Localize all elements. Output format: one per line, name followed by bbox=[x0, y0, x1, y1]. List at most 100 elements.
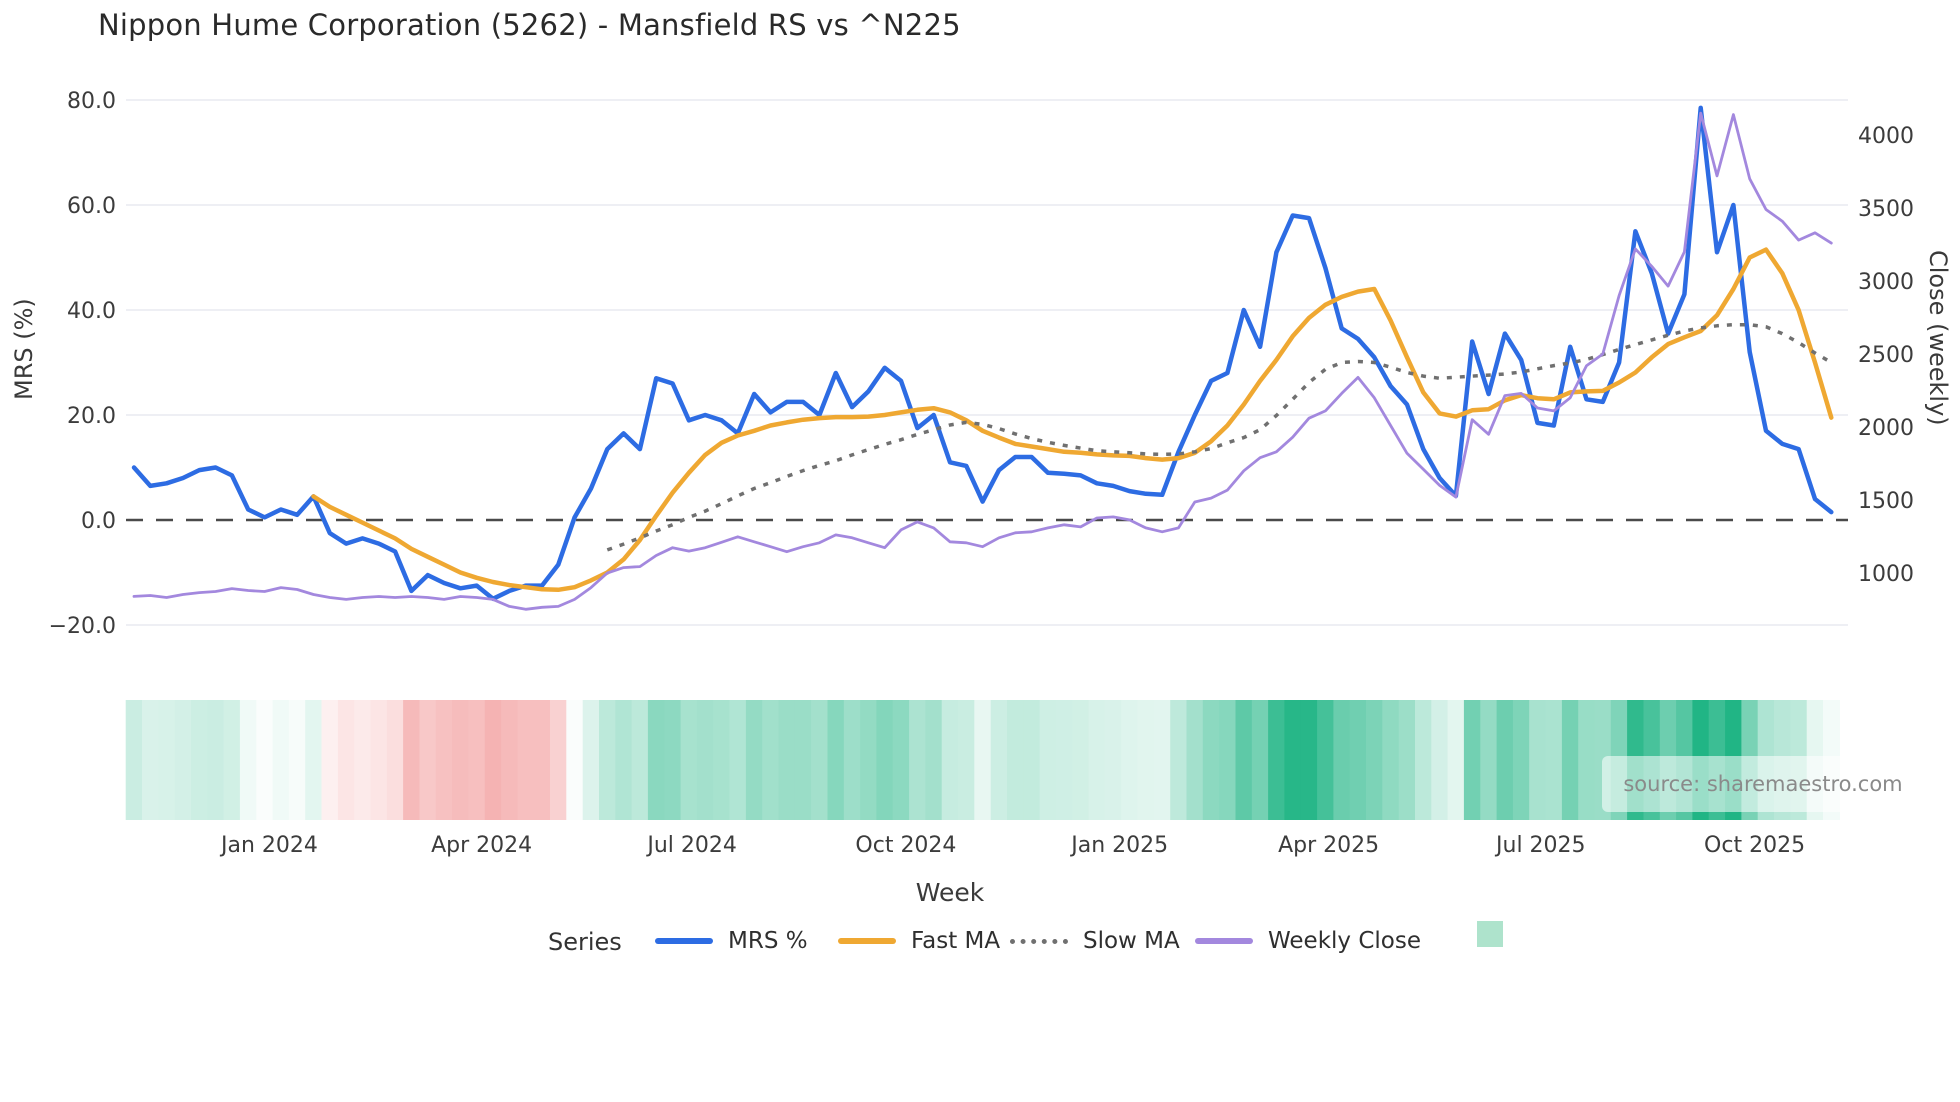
heatmap-cell bbox=[337, 700, 355, 820]
heatmap-cell bbox=[713, 700, 731, 820]
x-tick-label: Apr 2024 bbox=[431, 833, 532, 858]
heatmap-cell bbox=[1561, 700, 1579, 820]
heatmap-cell bbox=[158, 700, 176, 820]
heatmap-cell bbox=[1496, 700, 1514, 820]
weekly-close-line bbox=[132, 111, 1833, 611]
heatmap-cell bbox=[1007, 700, 1024, 820]
heatmap-cell bbox=[142, 700, 159, 820]
legend-item-weekly-close: Weekly Close bbox=[1195, 928, 1421, 954]
legend-title: Series bbox=[548, 928, 622, 956]
heatmap-cell bbox=[599, 700, 616, 820]
heatmap-cell bbox=[860, 700, 878, 820]
heatmap-cell bbox=[1366, 700, 1383, 820]
heatmap-cell bbox=[1137, 700, 1155, 820]
heatmap-cell bbox=[892, 700, 910, 820]
heatmap-cell bbox=[909, 700, 927, 820]
legend-item-label: Slow MA bbox=[1083, 928, 1180, 954]
heatmap-cell bbox=[762, 700, 780, 820]
y-right-tick-label: 4000 bbox=[1858, 124, 1914, 149]
heatmap-cell bbox=[1480, 700, 1498, 820]
heatmap-cell bbox=[1268, 700, 1286, 820]
heatmap-cell bbox=[582, 700, 600, 820]
y-right-tick-label: 3000 bbox=[1858, 270, 1914, 295]
heatmap-cell bbox=[239, 700, 257, 820]
heatmap-cell bbox=[1072, 700, 1090, 820]
source-watermark: source: sharemaestro.com bbox=[1602, 756, 1924, 812]
heatmap-cell bbox=[876, 700, 894, 820]
y-right-tick-label: 1000 bbox=[1858, 562, 1914, 587]
y-right-tick-label: 2500 bbox=[1858, 343, 1914, 368]
fast-ma-line-swatch-icon bbox=[838, 938, 896, 944]
heatmap-cell bbox=[550, 700, 567, 820]
heatmap-cell bbox=[696, 700, 714, 820]
mrs-line bbox=[131, 105, 1834, 602]
heatmap-cell bbox=[729, 700, 747, 820]
heatmap-cell bbox=[664, 700, 682, 820]
heatmap-cell bbox=[647, 700, 665, 820]
legend-item-mrs: MRS % bbox=[655, 928, 808, 954]
heatmap-cell bbox=[468, 700, 486, 820]
y-left-tick-label: 40.0 bbox=[67, 299, 116, 324]
heatmap-cell bbox=[1447, 700, 1465, 820]
heatmap-cell bbox=[1349, 700, 1367, 820]
heatmap-cell bbox=[174, 700, 192, 820]
heatmap-cell bbox=[1170, 700, 1188, 820]
heatmap-cell bbox=[1431, 700, 1449, 820]
slow-ma-dotted-swatch-icon bbox=[1010, 938, 1068, 944]
y-left-tick-label: −20.0 bbox=[49, 614, 116, 639]
x-tick-label: Jan 2025 bbox=[1069, 833, 1168, 858]
legend-item-label: MRS % bbox=[728, 928, 808, 954]
heatmap-cell bbox=[745, 700, 763, 820]
heatmap-cell bbox=[419, 700, 437, 820]
heatmap-cell bbox=[794, 700, 812, 820]
legend-item-label: Weekly Close bbox=[1268, 928, 1421, 954]
heatmap-cell bbox=[354, 700, 372, 820]
heatmap-cell bbox=[452, 700, 470, 820]
heatmap-cell bbox=[1333, 700, 1351, 820]
heatmap-cell bbox=[1415, 700, 1432, 820]
heatmap-cell bbox=[256, 700, 274, 820]
heatmap-cell bbox=[435, 700, 453, 820]
heatmap-cell bbox=[1512, 700, 1530, 820]
heatmap-cell bbox=[501, 700, 519, 820]
x-tick-label: Jul 2024 bbox=[645, 833, 737, 858]
y-left-tick-label: 20.0 bbox=[67, 404, 116, 429]
heatmap-cell bbox=[386, 700, 404, 820]
heatmap-cell bbox=[1398, 700, 1416, 820]
heatmap-cell bbox=[288, 700, 306, 820]
heatmap-cell bbox=[517, 700, 535, 820]
legend: Series MRS % Fast MA Slow MA Weekly Clos… bbox=[0, 921, 1960, 962]
heatmap-cell bbox=[925, 700, 943, 820]
y-right-tick-label: 2000 bbox=[1858, 416, 1914, 441]
heatmap-cell bbox=[207, 700, 225, 820]
y-right-tick-label: 1500 bbox=[1858, 489, 1914, 514]
heatmap-cell bbox=[533, 700, 551, 820]
heatmap-cell bbox=[990, 700, 1008, 820]
heatmap-cell bbox=[1186, 700, 1204, 820]
heatmap-cell bbox=[1463, 700, 1481, 820]
heatmap-cell bbox=[1382, 700, 1400, 820]
heatmap-cell bbox=[1317, 700, 1335, 820]
heatmap-cell bbox=[1104, 700, 1122, 820]
heatmap-swatch-icon bbox=[1477, 921, 1503, 947]
heatmap-cell bbox=[1219, 700, 1237, 820]
heatmap-cell bbox=[631, 700, 649, 820]
heatmap-cell bbox=[566, 700, 584, 820]
heatmap-cell bbox=[941, 700, 959, 820]
heatmap-cell bbox=[1578, 700, 1596, 820]
x-tick-label: Jan 2024 bbox=[219, 833, 318, 858]
y-left-tick-label: 0.0 bbox=[81, 509, 116, 534]
heatmap-cell bbox=[1202, 700, 1220, 820]
heatmap-cell bbox=[680, 700, 698, 820]
heatmap-cell bbox=[370, 700, 388, 820]
heatmap-cell bbox=[958, 700, 975, 820]
heatmap-cell bbox=[1251, 700, 1269, 820]
heatmap-cell bbox=[321, 700, 339, 820]
slow-ma-line bbox=[606, 322, 1833, 552]
heatmap-cell bbox=[1039, 700, 1057, 820]
heatmap-cell bbox=[827, 700, 845, 820]
x-tick-label: Apr 2025 bbox=[1278, 833, 1379, 858]
heatmap-cell bbox=[1284, 700, 1302, 820]
y-left-tick-label: 60.0 bbox=[67, 194, 116, 219]
